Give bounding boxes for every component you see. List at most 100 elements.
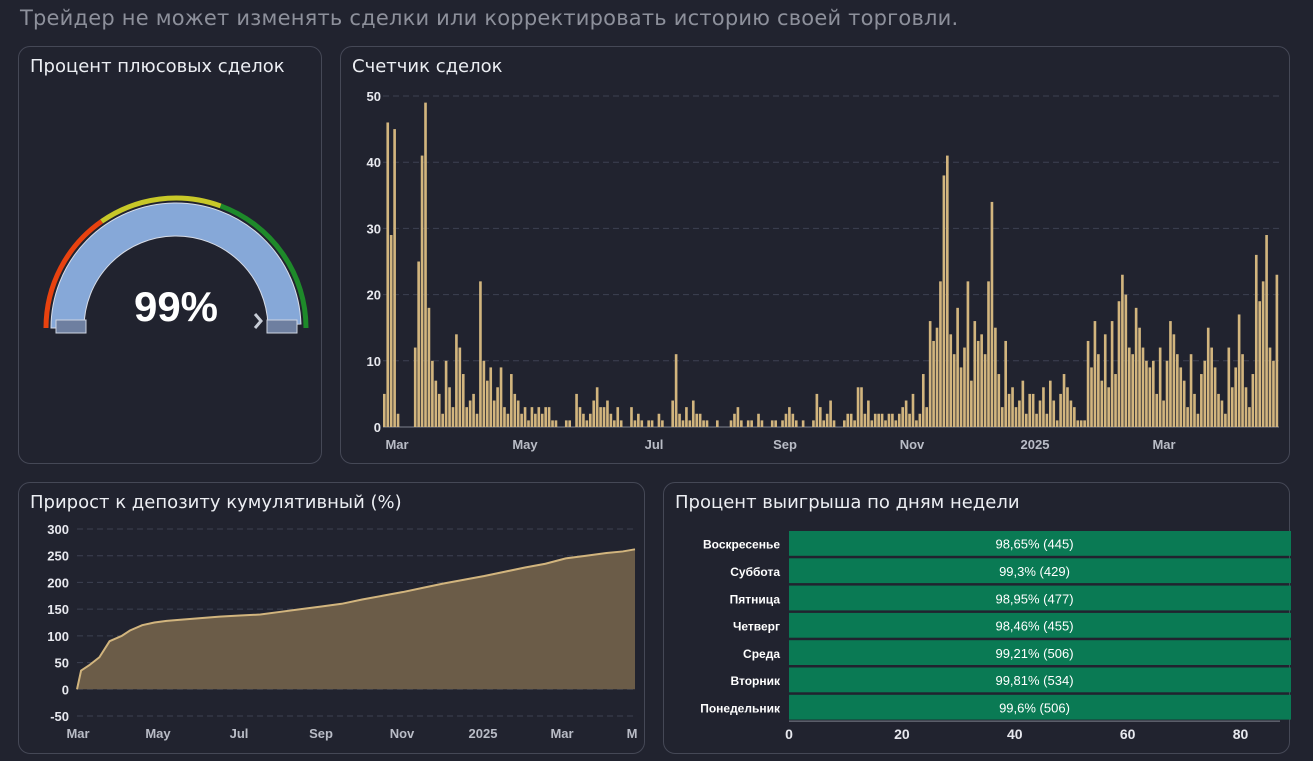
bar	[877, 413, 880, 427]
bar	[637, 413, 640, 427]
bar	[1248, 407, 1251, 427]
deposit-title: Прирост к депозиту кумулятивный (%)	[30, 492, 402, 513]
bar	[815, 393, 819, 427]
bar	[678, 413, 681, 427]
bar	[510, 374, 513, 427]
bar	[1165, 360, 1169, 427]
bar	[1076, 420, 1080, 427]
bar	[949, 334, 953, 427]
data-label: 99,3% (429)	[999, 564, 1070, 579]
bar	[911, 393, 915, 427]
bar	[812, 420, 815, 427]
bar	[540, 413, 544, 427]
y-tick-label: 20	[367, 288, 381, 303]
bar	[1042, 387, 1045, 427]
bar	[458, 347, 462, 427]
bar	[588, 413, 592, 427]
weekday-card: Процент выигрыша по дням недели Воскресе…	[663, 482, 1291, 754]
bar	[1138, 327, 1141, 427]
bar	[1217, 393, 1220, 427]
bar	[444, 360, 448, 427]
bar	[568, 420, 572, 427]
bar	[994, 327, 997, 427]
bar	[918, 413, 922, 427]
x-tick-label: 2025	[469, 726, 498, 741]
bar	[527, 420, 530, 427]
bar	[980, 334, 983, 427]
bar	[901, 407, 905, 427]
bar	[789, 531, 1291, 556]
bar	[1018, 400, 1021, 427]
bar	[681, 420, 685, 427]
bar	[884, 420, 887, 427]
bar	[867, 400, 870, 427]
bar	[1048, 380, 1052, 427]
bar	[437, 393, 441, 427]
bar	[801, 420, 805, 427]
bar	[1038, 400, 1042, 427]
bar	[582, 413, 585, 427]
bar	[1234, 367, 1238, 427]
x-tick-label: Nov	[390, 726, 415, 741]
bar	[461, 374, 465, 427]
bar	[613, 420, 616, 427]
bar	[534, 413, 537, 427]
bar	[1045, 413, 1049, 427]
gauge-band-red	[43, 219, 104, 329]
bar	[516, 400, 520, 427]
bar	[1141, 347, 1145, 427]
bar	[1210, 347, 1213, 427]
x-tick-label: Mar	[550, 726, 573, 741]
bar	[1011, 387, 1014, 427]
y-tick-label: 150	[47, 602, 69, 617]
bar	[657, 413, 661, 427]
bar	[691, 400, 695, 427]
bar	[451, 407, 455, 427]
bar	[1117, 301, 1121, 427]
gauge-max-marker	[266, 319, 298, 334]
bar	[1021, 380, 1025, 427]
x-tick-label: Mar	[385, 437, 408, 452]
bar	[1093, 321, 1097, 427]
bar	[389, 235, 393, 427]
bar	[921, 374, 925, 427]
bar	[825, 413, 829, 427]
bar	[870, 420, 874, 427]
bar	[479, 281, 482, 427]
bar	[606, 400, 609, 427]
x-tick-label: Jul	[645, 437, 664, 452]
category-label: Вторник	[730, 674, 781, 688]
bar	[1189, 354, 1193, 427]
bar	[774, 420, 777, 427]
gauge-card: Процент плюсовых сделок 99%	[18, 46, 322, 464]
bar	[1179, 367, 1183, 427]
data-label: 98,46% (455)	[995, 619, 1073, 634]
bar	[863, 413, 867, 427]
deposit-area	[77, 549, 635, 690]
gauge-value: 99%	[134, 283, 218, 330]
bar	[789, 640, 1291, 665]
bar	[1162, 400, 1165, 427]
category-label: Пятница	[730, 592, 781, 606]
bar	[575, 393, 578, 427]
gauge-chart: 99%	[43, 195, 309, 334]
bar	[592, 400, 596, 427]
data-label: 99,21% (506)	[995, 646, 1073, 661]
bar	[698, 413, 702, 427]
bar	[715, 420, 719, 427]
bar	[829, 400, 832, 427]
data-label: 98,95% (477)	[995, 591, 1073, 606]
bar	[939, 281, 942, 427]
bar	[1241, 354, 1244, 427]
x-tick-label: Sep	[309, 726, 333, 741]
bar	[1227, 347, 1231, 427]
bar	[599, 407, 602, 427]
y-tick-label: 30	[367, 221, 381, 236]
bar	[959, 367, 963, 427]
bar	[1206, 327, 1210, 427]
bar	[887, 413, 891, 427]
bar	[1148, 367, 1152, 427]
bar	[1028, 393, 1032, 427]
bar	[499, 367, 503, 427]
bar	[789, 612, 1291, 638]
